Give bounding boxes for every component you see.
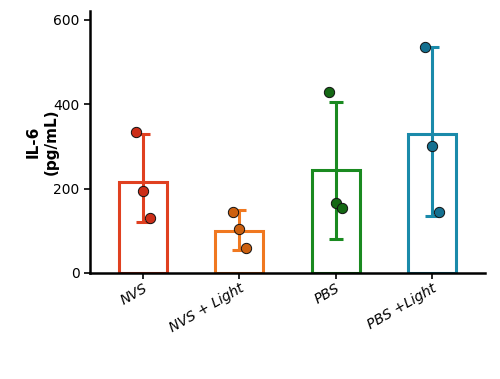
Point [132,128,140,135]
Y-axis label: IL-6
(pg/mL): IL-6 (pg/mL) [26,109,58,175]
Point [146,215,154,221]
Point [325,88,333,94]
Point [428,143,436,149]
Point [338,205,346,211]
Point [139,188,147,194]
Point [228,209,236,215]
Point [242,244,250,251]
Point [435,209,443,215]
Bar [312,169,360,273]
Bar [215,231,264,273]
Bar [408,134,456,273]
Point [422,44,430,50]
Bar [119,182,167,273]
Point [236,226,244,232]
Point [332,200,340,206]
